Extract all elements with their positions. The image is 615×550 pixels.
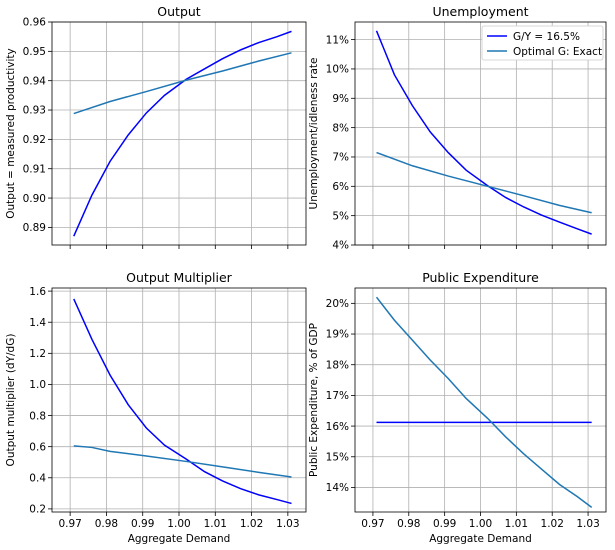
y-tick-label: 0.2	[29, 504, 46, 516]
chart-title: Output	[157, 4, 201, 19]
series-line-optimal-g	[376, 151, 592, 214]
chart-panel-1: 0.89 0.90 0.91 0.92 0.93 0.94 0.95 0.96 Output Ou…	[5, 4, 307, 249]
y-tick-label: 0.91	[23, 163, 46, 175]
legend-label: G/Y = 16.5%	[513, 31, 580, 43]
y-tick-label: 10%	[326, 64, 349, 76]
legend-box	[481, 25, 604, 61]
series-line-optimal-g	[375, 296, 593, 509]
y-tick-label: 1.0	[29, 379, 46, 391]
chart-title: Public Expenditure	[422, 270, 539, 285]
y-axis-label: Output multiplier (dY/dG)	[5, 334, 17, 467]
y-tick-label: 20%	[326, 298, 349, 310]
x-axis-label: Aggregate Demand	[128, 533, 231, 545]
y-tick-label: 0.96	[23, 17, 47, 29]
series-line-optimal-g	[73, 52, 292, 115]
chart-title: Unemployment	[432, 4, 528, 19]
legend: G/Y = 16.5% Optimal G: Exact	[481, 25, 604, 61]
y-axis-label: Unemployment/idleness rate	[308, 58, 320, 210]
x-tick-label: 0.98	[397, 518, 420, 530]
x-tick-label: 1.01	[204, 518, 227, 530]
x-tick-label: 1.03	[276, 518, 299, 530]
y-tick-label: 0.94	[23, 75, 47, 87]
x-tick-label: 0.98	[95, 518, 118, 530]
y-tick-label: 19%	[326, 329, 349, 341]
y-tick-label: 7%	[332, 152, 349, 164]
y-tick-label: 1.4	[29, 317, 46, 329]
x-axis-label: Aggregate Demand	[429, 533, 532, 545]
x-tick-label: 1.02	[240, 518, 263, 530]
y-tick-label: 6%	[332, 181, 349, 193]
y-tick-label: 4%	[332, 240, 349, 252]
x-tick-label: 0.99	[433, 518, 456, 530]
y-tick-label: 11%	[326, 34, 349, 46]
x-tick-label: 1.00	[167, 518, 190, 530]
chart-panel-2: 4% 5% 6% 7% 8% 9% 10% 11% Unemployment Unemployme…	[308, 4, 607, 252]
y-tick-label: 14%	[326, 482, 349, 494]
x-tick-label: 1.01	[505, 518, 528, 530]
x-tick-label: 1.00	[469, 518, 492, 530]
y-tick-label: 1.2	[29, 348, 46, 360]
y-tick-label: 0.95	[23, 46, 46, 58]
x-tick-label: 0.97	[58, 518, 81, 530]
series-line-optimal-g	[73, 445, 292, 478]
y-tick-label: 0.92	[23, 134, 46, 146]
y-tick-label: 18%	[326, 359, 349, 371]
y-tick-label: 0.93	[23, 105, 46, 117]
chart-panel-3: 0.97 0.98 0.99 1.00 1.01 1.02 1.03 0.2 0.4 0.6 0.8…	[5, 270, 307, 545]
y-axis-label: Public Expenditure, % of GDP	[308, 323, 320, 477]
series-line-fixed-share	[73, 30, 292, 237]
chart-title: Output Multiplier	[126, 270, 233, 285]
chart-panel-4: 0.97 0.98 0.99 1.00 1.01 1.02 1.03 14% 15% 16% 17%…	[308, 270, 607, 545]
y-tick-label: 9%	[332, 93, 349, 105]
y-tick-label: 0.6	[29, 441, 46, 453]
y-axis-label: Output = measured productivity	[5, 48, 17, 219]
x-tick-label: 1.02	[541, 518, 564, 530]
y-tick-label: 1.6	[29, 286, 46, 298]
y-tick-label: 8%	[332, 122, 349, 134]
y-tick-label: 0.90	[23, 193, 46, 205]
y-tick-label: 5%	[332, 210, 349, 222]
y-tick-label: 16%	[326, 421, 349, 433]
y-tick-label: 0.89	[23, 222, 46, 234]
x-tick-label: 0.97	[361, 518, 384, 530]
x-tick-label: 0.99	[131, 518, 154, 530]
series-line-fixed-share	[73, 298, 292, 505]
y-tick-label: 17%	[326, 390, 349, 402]
x-tick-label: 1.03	[576, 518, 599, 530]
y-tick-label: 0.8	[29, 410, 46, 422]
y-tick-label: 15%	[326, 451, 349, 463]
y-tick-label: 0.4	[29, 472, 46, 484]
legend-label: Optimal G: Exact	[513, 46, 602, 58]
